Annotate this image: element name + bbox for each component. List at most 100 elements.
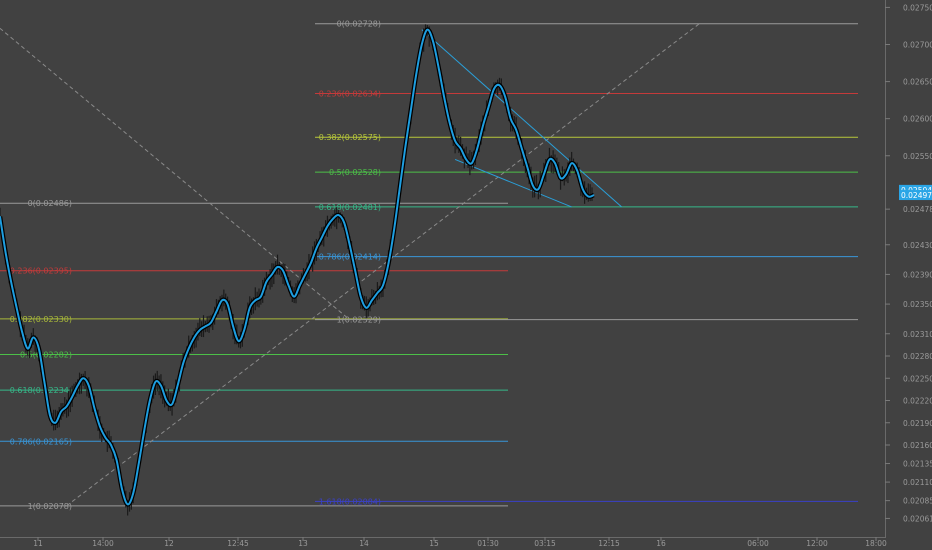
price-point bbox=[143, 429, 145, 431]
y-tick-label: 0.02110 bbox=[903, 478, 932, 487]
price-point bbox=[32, 336, 34, 339]
price-point bbox=[304, 273, 306, 276]
price-point bbox=[260, 296, 262, 298]
price-point bbox=[249, 307, 251, 309]
price-point bbox=[548, 158, 551, 161]
price-point bbox=[177, 385, 179, 387]
x-tick-label: 14:00 bbox=[92, 539, 114, 548]
fib-level-label: 0.382(0.02330) bbox=[10, 315, 72, 324]
price-point bbox=[27, 347, 29, 350]
price-point bbox=[165, 399, 168, 402]
fib-level-label: 0(0.02486) bbox=[28, 199, 72, 208]
fib-level-label: 0.236(0.02395) bbox=[10, 267, 72, 276]
price-point bbox=[299, 284, 301, 287]
x-tick-label: 18:00 bbox=[865, 539, 887, 548]
price-point bbox=[498, 84, 501, 86]
x-tick-label: 15 bbox=[429, 539, 439, 548]
x-tick-label: 12:45 bbox=[227, 539, 249, 548]
price-point bbox=[576, 169, 578, 172]
price-point bbox=[293, 296, 295, 298]
price-tag-box bbox=[899, 190, 932, 201]
price-point bbox=[115, 459, 118, 461]
trendlines bbox=[0, 23, 700, 507]
price-point bbox=[582, 188, 584, 190]
price-point bbox=[71, 396, 73, 398]
price-point bbox=[382, 284, 384, 287]
price-point bbox=[210, 322, 212, 324]
price-point bbox=[315, 247, 317, 250]
price-point bbox=[310, 262, 312, 264]
price-point bbox=[393, 229, 395, 231]
price-point bbox=[132, 492, 134, 494]
price-point bbox=[138, 462, 140, 465]
price-point bbox=[204, 325, 206, 327]
price-point bbox=[171, 403, 173, 405]
price-point bbox=[66, 405, 68, 408]
price-point bbox=[571, 162, 573, 164]
x-tick-label: 03:15 bbox=[534, 539, 556, 548]
price-point bbox=[104, 436, 107, 439]
fib-level-label: 1.618(0.02084) bbox=[319, 497, 381, 506]
y-tick-label: 0.02750 bbox=[903, 3, 932, 12]
price-point bbox=[254, 299, 256, 301]
y-tick-label: 0.02310 bbox=[903, 330, 932, 339]
price-point bbox=[593, 194, 595, 196]
y-tick-label: 0.02430 bbox=[903, 241, 932, 250]
fib-level-label: 0.236(0.02634) bbox=[319, 89, 381, 98]
y-tick-label: 0.02390 bbox=[903, 270, 932, 279]
y-tick-label: 0.02250 bbox=[903, 374, 932, 383]
y-tick-label: 0.02280 bbox=[903, 352, 932, 361]
y-tick-label: 0.02190 bbox=[903, 419, 932, 428]
price-point bbox=[82, 377, 84, 379]
y-tick-label: 0.02061 bbox=[903, 514, 932, 523]
price-point bbox=[565, 173, 567, 175]
fib-level-label: 1(0.02078) bbox=[28, 502, 72, 511]
y-tick-label: 0.02085 bbox=[903, 497, 932, 506]
fib-level-label: 1(0.02329) bbox=[337, 316, 381, 325]
price-point bbox=[77, 385, 79, 387]
price-point bbox=[154, 381, 156, 383]
price-point bbox=[199, 329, 201, 331]
price-point bbox=[16, 307, 18, 309]
price-point bbox=[521, 147, 523, 149]
price-point bbox=[421, 43, 423, 46]
price-point bbox=[559, 177, 562, 179]
price-point bbox=[587, 195, 589, 198]
price-point bbox=[337, 214, 340, 216]
price-tag-label: 0.02497 bbox=[901, 191, 932, 200]
price-point bbox=[226, 303, 229, 305]
price-point bbox=[288, 284, 290, 287]
price-point bbox=[465, 158, 467, 161]
y-tick-label: 0.02700 bbox=[903, 41, 932, 50]
x-tick-label: 13 bbox=[298, 539, 308, 548]
fib-level-label: 0(0.02728) bbox=[337, 20, 381, 29]
x-tick-label: 12:15 bbox=[598, 539, 620, 548]
price-point bbox=[399, 188, 401, 190]
price-point bbox=[515, 129, 517, 131]
fib-level-label: 0.5(0.02528) bbox=[329, 168, 381, 177]
price-point bbox=[238, 340, 240, 342]
price-point bbox=[332, 218, 334, 220]
price-point bbox=[365, 307, 367, 309]
x-tick-label: 14 bbox=[359, 539, 369, 548]
price-tag-box bbox=[899, 184, 932, 195]
price-point bbox=[432, 40, 434, 42]
price-point bbox=[476, 147, 478, 149]
fib-level-label: 0.786(0.02414) bbox=[319, 253, 381, 262]
price-point bbox=[10, 281, 12, 283]
price-point bbox=[182, 362, 184, 365]
fib-level-label: 0.382(0.02575) bbox=[319, 133, 381, 142]
price-point bbox=[343, 221, 345, 224]
price-point bbox=[554, 162, 556, 164]
price-point bbox=[160, 385, 162, 387]
fib-level-label: 0.618(0.02481) bbox=[319, 203, 381, 212]
price-point bbox=[526, 166, 528, 168]
trendline bbox=[454, 158, 572, 208]
price-point bbox=[149, 399, 151, 402]
price-point bbox=[0, 215, 1, 218]
price-point bbox=[487, 106, 489, 109]
price-point bbox=[504, 95, 506, 98]
price-point bbox=[110, 444, 112, 446]
price-point bbox=[60, 411, 62, 413]
